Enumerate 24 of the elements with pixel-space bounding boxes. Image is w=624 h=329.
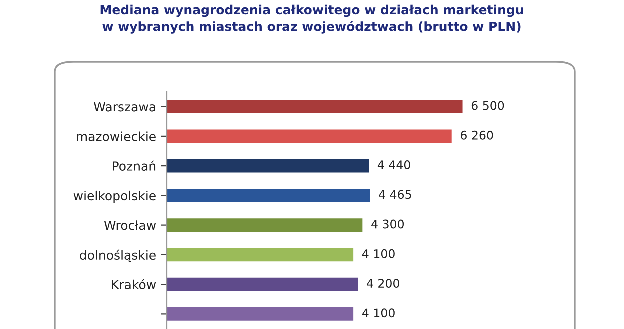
y-tick-label: Warszawa [94,102,156,112]
bar [167,278,358,292]
y-tick-label: dolnośląskie [80,250,156,262]
bar [167,248,354,262]
bar [167,189,370,202]
y-tick-label: Wrocław [104,220,156,230]
data-label: 4 100 [362,249,395,258]
data-label: 4 200 [367,279,400,288]
data-label: 4 300 [372,220,404,229]
bar [167,308,354,321]
bar [167,159,370,173]
data-label: 6 500 [472,101,504,110]
y-tick-label: Poznań [113,160,156,171]
data-label: 4 440 [378,160,410,170]
bar [167,100,463,114]
y-tick-label: Kraków [112,279,156,290]
chart-title: Mediana wynagrodzenia całkowitego w działach marketingu w wybranych miastach oraz województwach (brutto w PLN) [100,4,524,34]
data-label: 4 465 [379,190,412,200]
bar [167,218,363,232]
y-tick-label: wielkopolskie [74,190,156,204]
bar [167,130,452,144]
y-tick-label: mazowieckie [77,132,156,142]
data-label: 6 260 [461,130,494,140]
data-label: 4 100 [362,308,395,318]
